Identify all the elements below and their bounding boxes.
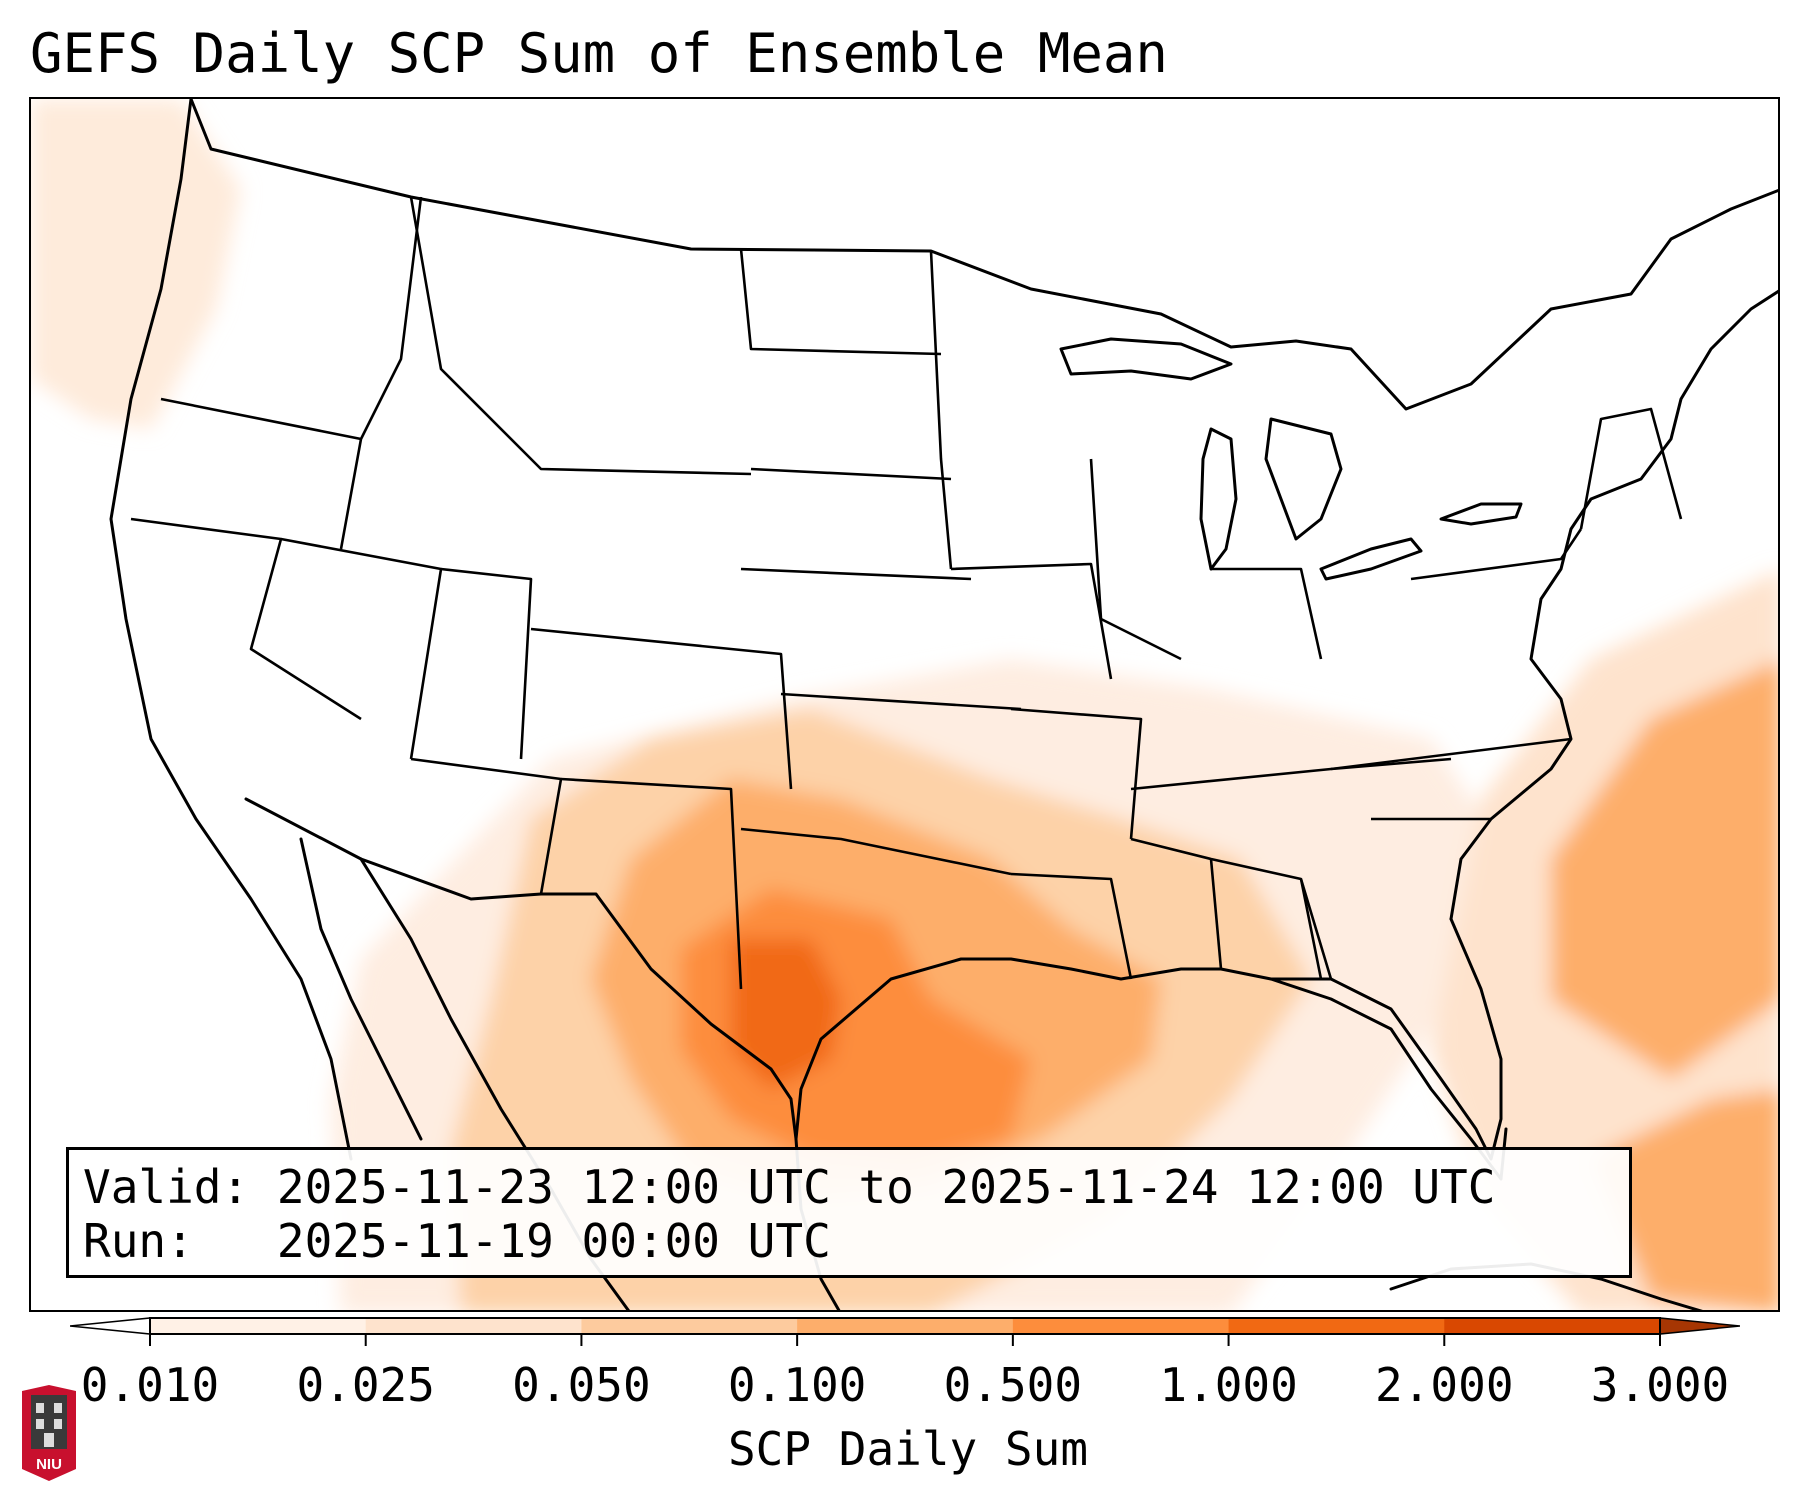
state-ar-la bbox=[1010, 872, 1133, 980]
state-nv-ut bbox=[280, 537, 443, 760]
colorbar-segment bbox=[1444, 1318, 1661, 1334]
state-nm-tx bbox=[560, 777, 743, 990]
west-coast bbox=[109, 99, 353, 1161]
state-ut-co bbox=[440, 567, 533, 760]
colorbar-tick-label: 1.000 bbox=[1159, 1358, 1298, 1412]
state-ga-fl bbox=[1299, 878, 1333, 980]
state-mt-wy bbox=[409, 196, 752, 476]
scp-shading bbox=[31, 99, 1778, 1310]
colorbar-title: SCP Daily Sum bbox=[727, 1422, 1089, 1476]
lake-huron bbox=[1264, 417, 1343, 541]
chart-title: GEFS Daily SCP Sum of Ensemble Mean bbox=[30, 22, 1168, 85]
colorbar-tick-label: 2.000 bbox=[1375, 1358, 1514, 1412]
colorbar-tick-label: 0.010 bbox=[80, 1358, 220, 1412]
lake-ontario bbox=[1439, 502, 1523, 526]
state-il-in bbox=[1089, 458, 1182, 661]
state-ok-tx bbox=[740, 827, 1012, 876]
valid-time: 2025-11-23 12:00 UTC to 2025-11-24 12:00… bbox=[276, 1160, 1496, 1214]
colorbar-under-arrow bbox=[70, 1317, 151, 1335]
colorbar bbox=[70, 1317, 1740, 1346]
state-ne-ks bbox=[740, 567, 972, 581]
state-tn-ms-al-ga bbox=[1130, 837, 1323, 980]
colorbar-segment bbox=[365, 1318, 582, 1334]
colorbar-tick-label: 3.000 bbox=[1590, 1358, 1730, 1412]
state-lines bbox=[130, 196, 1683, 990]
state-ks-ok bbox=[780, 692, 1022, 711]
state-ia-mo bbox=[950, 562, 1113, 680]
colorbar-outline bbox=[149, 1317, 1661, 1335]
state-sd-ne bbox=[750, 467, 952, 481]
colorbar-segments bbox=[150, 1318, 1661, 1334]
colorbar-tick-label: 0.100 bbox=[727, 1358, 867, 1412]
valid-label: Valid: bbox=[83, 1160, 250, 1214]
colorbar-tick-label: 0.500 bbox=[943, 1358, 1083, 1412]
lake-erie bbox=[1319, 537, 1423, 581]
logo-text: NIU bbox=[36, 1456, 62, 1473]
gulf-coast bbox=[794, 917, 1503, 1161]
colorbar-segment bbox=[1012, 1318, 1230, 1334]
state-wa-or bbox=[160, 397, 362, 441]
colorbar-segment bbox=[581, 1318, 798, 1334]
shade-atlantic bbox=[1551, 660, 1778, 1079]
state-mo-ar bbox=[1010, 707, 1143, 840]
us-mexico-border bbox=[244, 797, 798, 1141]
state-ny-new-england bbox=[1579, 407, 1683, 530]
niu-logo: NIU bbox=[22, 1385, 76, 1481]
colorbar-tick-label: 0.025 bbox=[296, 1358, 435, 1412]
state-ms-al bbox=[1209, 858, 1223, 970]
run-label: Run: bbox=[83, 1214, 194, 1268]
atlantic-coast bbox=[1449, 289, 1778, 921]
colorbar-segment bbox=[797, 1318, 1014, 1334]
state-co-ks bbox=[530, 627, 793, 790]
run-time: 2025-11-19 00:00 UTC bbox=[276, 1214, 831, 1268]
lake-michigan bbox=[1199, 427, 1238, 571]
shade-pacific-nw bbox=[31, 99, 241, 429]
lake-superior bbox=[1059, 337, 1233, 381]
state-va-nc bbox=[1330, 737, 1572, 771]
colorbar-tick-label: 0.050 bbox=[512, 1358, 651, 1412]
state-mn-wi-ia bbox=[929, 250, 953, 570]
baja bbox=[299, 837, 423, 1141]
map-panel bbox=[29, 97, 1780, 1312]
colorbar-segment bbox=[150, 1318, 367, 1334]
shade-atlantic-2 bbox=[1591, 1089, 1778, 1310]
state-pa-ny bbox=[1410, 528, 1583, 581]
state-id bbox=[339, 196, 423, 550]
state-nd-sd bbox=[739, 248, 942, 356]
colorbar-segment bbox=[1228, 1318, 1445, 1334]
colorbar-ticks bbox=[149, 1334, 1661, 1346]
valid-run-box: Valid: 2025-11-23 12:00 UTC to 2025-11-2… bbox=[66, 1147, 1632, 1278]
scp-map bbox=[31, 99, 1778, 1310]
colorbar-over-arrow bbox=[1659, 1317, 1740, 1335]
us-canada-border bbox=[189, 99, 1778, 411]
state-oh bbox=[1211, 567, 1323, 660]
shade-texas-max bbox=[731, 939, 841, 1089]
state-or-ca-nv bbox=[130, 517, 362, 721]
